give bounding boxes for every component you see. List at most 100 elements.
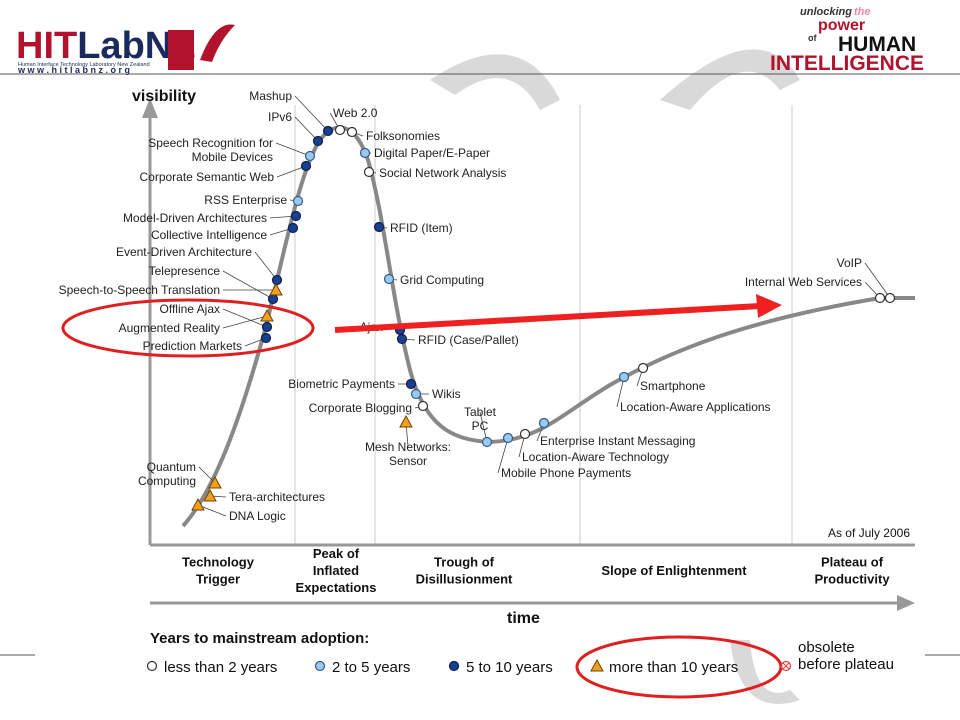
phase-label-line: Productivity: [814, 572, 890, 587]
legend-label: 2 to 5 years: [332, 659, 410, 676]
technology-label: Mobile Phone Payments: [501, 466, 631, 480]
phase-label-line: Slope of Enlightenment: [601, 563, 747, 578]
technology-marker: [271, 274, 283, 286]
technology-label-line: Speech Recognition for: [148, 136, 273, 150]
technology-marker: [261, 321, 273, 333]
y-arrow: [142, 98, 158, 118]
technology-marker: [884, 292, 896, 304]
leader-line: [254, 251, 278, 281]
arrow: [334, 303, 761, 333]
technology-label: Web 2.0: [333, 106, 378, 120]
technology-marker: [410, 388, 422, 400]
technology-marker: [290, 210, 302, 222]
legend-marker: [314, 660, 326, 672]
technology-label: Mashup: [249, 89, 292, 103]
phase-label: Peak of Inflated Expectations: [296, 546, 377, 595]
logo-subtitle: Human Interface Technology Laboratory Ne…: [18, 62, 150, 68]
technology-label: Speech Recognition for Mobile Devices: [148, 136, 273, 164]
technology-label: Tablet PC: [464, 405, 497, 433]
technology-marker: [267, 293, 279, 305]
technology-marker: [396, 333, 408, 345]
technology-label: Internal Web Services: [745, 275, 862, 289]
technology-marker: [359, 147, 371, 159]
technology-label-line: Tablet: [464, 405, 497, 419]
technology-label: Collective Intelligence: [151, 228, 267, 242]
legend-label: 5 to 10 years: [466, 659, 553, 676]
technology-marker: [322, 125, 334, 137]
arrow-head: [756, 294, 782, 318]
leader-line: [222, 315, 268, 329]
technology-label-line: PC: [472, 419, 489, 433]
technology-marker: [363, 166, 375, 178]
logo-icon: [168, 30, 194, 70]
legend-label-line: obsolete: [798, 639, 855, 656]
swoosh: [430, 54, 560, 110]
leader-line: [222, 308, 268, 328]
leader-line: [198, 466, 216, 484]
phase-label-line: Expectations: [296, 580, 377, 595]
technology-label: IPv6: [268, 110, 292, 124]
technology-label-line: Computing: [138, 474, 196, 488]
leader-line: [864, 262, 891, 299]
technology-marker: [191, 497, 205, 511]
tagline: power of: [808, 17, 865, 43]
technology-label: Smartphone: [640, 379, 706, 393]
technology-label: Augmented Reality: [119, 321, 220, 335]
technology-marker: [373, 221, 385, 233]
technology-label: Digital Paper/E-Paper: [374, 146, 490, 160]
technology-label: Corporate Blogging: [309, 401, 412, 415]
technology-label: RSS Enterprise: [204, 193, 287, 207]
technology-marker: [304, 150, 316, 162]
y-axis-label: visibility: [132, 88, 196, 105]
legend-label: obsolete before plateau: [798, 639, 894, 673]
leader-line: [222, 270, 274, 300]
technology-label: RFID (Item): [390, 221, 453, 235]
technology-label: Grid Computing: [400, 273, 484, 287]
technology-marker: [203, 488, 217, 502]
technology-marker: [300, 160, 312, 172]
technology-label: Wikis: [432, 387, 461, 401]
technology-label: RFID (Case/Pallet): [418, 333, 519, 347]
phase-label-line: Trigger: [196, 572, 240, 587]
legend-marker: [590, 658, 604, 672]
phase-label-line: Disillusionment: [416, 572, 513, 587]
technology-marker: [312, 135, 324, 147]
phase-label-line: Inflated: [313, 563, 359, 578]
highlight-ellipse: [61, 298, 315, 358]
phase-label-line: Peak of: [313, 546, 360, 561]
leader-line: [276, 165, 307, 178]
technology-marker: [637, 362, 649, 374]
tagline: unlocking the: [800, 6, 870, 18]
technology-marker: [346, 126, 358, 138]
technology-marker: [292, 195, 304, 207]
technology-marker: [417, 400, 429, 412]
legend-title: Years to mainstream adoption:: [150, 630, 369, 647]
technology-marker: [260, 308, 274, 322]
tagline: HUMAN: [838, 33, 916, 56]
technology-label: Offline Ajax: [160, 302, 220, 316]
phase-label: Technology Trigger: [182, 555, 255, 587]
phase-label: Trough of Disillusionment: [416, 555, 513, 587]
technology-label-line: Mobile Devices: [192, 150, 273, 164]
technology-marker: [334, 124, 346, 136]
technology-marker: [519, 428, 531, 440]
technology-label: VoIP: [837, 256, 862, 270]
technology-marker: [618, 371, 630, 383]
technology-label-line: Sensor: [389, 454, 427, 468]
phase-label: Slope of Enlightenment: [601, 563, 747, 578]
technology-label: Tera-architectures: [229, 490, 325, 504]
technology-label: Speech-to-Speech Translation: [59, 283, 220, 297]
technology-label: Model-Driven Architectures: [123, 211, 267, 225]
technology-label-line: Quantum: [147, 460, 196, 474]
logo-url: w w w . h i t l a b n z . o r g: [17, 65, 130, 75]
technology-marker: [481, 436, 493, 448]
leader-line: [275, 142, 311, 157]
technology-marker: [874, 292, 886, 304]
technology-label: Mesh Networks: Sensor: [365, 440, 451, 468]
technology-marker: [269, 282, 283, 296]
technology-marker: [538, 417, 550, 429]
phase-label-line: Trough of: [434, 555, 495, 570]
technology-marker: [399, 414, 413, 428]
technology-label: Folksonomies: [366, 129, 440, 143]
